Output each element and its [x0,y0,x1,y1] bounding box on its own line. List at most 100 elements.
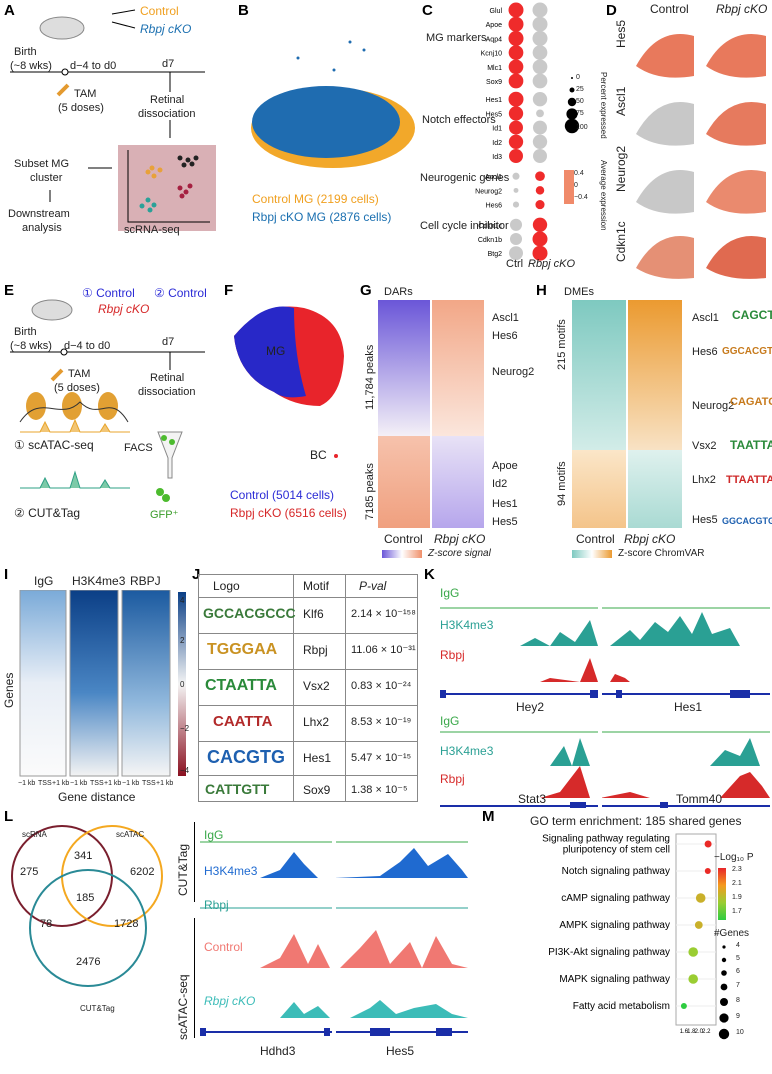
h-gene-hes5: Hes5 [692,514,718,526]
j-row-rule-3 [199,705,417,706]
pct-title: Percent expressed [599,72,608,139]
j-head-pval: P-val [359,579,387,593]
l-bracket-2 [194,918,195,1038]
blue-cloud [252,86,400,158]
j-logo-lhx2: CAATTA [213,713,273,730]
l-h3k4me3-track [200,848,468,878]
h-top-motifs: 215 motifs [556,319,568,370]
umap-scatter-f [234,306,344,458]
pct-legend-dot [566,108,578,120]
j-pval-vsx2: 0.83 × 10⁻²⁴ [351,680,412,692]
i-cbar-neg4: −4 [180,766,190,775]
e-scatac: ① scATAC-seq [14,438,94,452]
dotplot-gene-label: Aqp4 [486,36,502,43]
dotplot-dot [508,106,524,121]
go-dot [704,840,712,848]
pct-legend-dot [567,97,577,107]
l-label-control: Control [204,940,243,954]
pct-legend-dot [564,118,580,134]
j-logo-hes1: CACGTG [207,747,285,767]
i-xlabel: Gene distance [58,790,136,804]
dotplot-dot [532,134,548,149]
f-control-count: Control (5014 cells) [230,488,335,502]
go-term-label: PI3K-Akt signaling pathway [548,947,670,958]
i-heatmap-rbpj [121,590,171,777]
k-h3k4me3-track-top [440,612,770,646]
g-xlabel-control: Control [384,532,423,546]
go-xtick: 1.8 [687,1029,696,1035]
m-p-colorbar [718,868,726,920]
d-gene-neurog2: Neurog2 [614,145,628,192]
tam-window: d−4 to d0 [70,60,117,72]
dotplot-dot [508,73,524,89]
retinal-label: Retinal [150,94,185,106]
panel-label-m: M [482,808,495,825]
m-gene-9: 9 [736,1013,740,1020]
m-gene-10: 10 [736,1029,744,1036]
feature-grid [636,34,766,279]
group-mg-markers: MG markers [426,32,487,44]
dotplot-gene-label: Id3 [492,154,502,161]
k-gene-hey2: Hey2 [516,700,545,714]
g-gene-hes5: Hes5 [492,516,518,528]
cko-label: Rbpj cKO [140,22,192,36]
bc-label: BC [310,448,327,462]
j-logo-klf6: GCCACGCCC [203,605,296,621]
dotplot-dot [509,246,523,261]
j-head-logo: Logo [213,579,240,593]
dotplot-dot [513,187,519,193]
scrna-axes [127,150,210,223]
e-birth-age: (~8 wks) [10,340,52,352]
cuttag-signal [20,470,130,489]
j-pval-rbpj: 11.06 × 10⁻³¹ [351,644,416,656]
go-dot [695,893,706,903]
xlabel-ctrl: Ctrl [506,258,524,270]
g-left-bottom [378,436,430,528]
l-venn-scatac-label: scATAC [116,830,145,839]
dotplot-dot [512,172,520,180]
h-logo-lhx2: TTAATTA [726,474,772,486]
dotplot-gene-label: Hes1 [486,97,502,104]
j-motif-vsx2: Vsx2 [303,679,330,693]
i-xtick-3a: −1 kb [122,780,140,787]
m-p-17: 1.7 [732,908,742,915]
l-venn-rna-cut: 78 [40,918,53,930]
go-dot [688,974,698,984]
g-title: DARs [384,286,413,298]
h-gene-neurog2: Neurog2 [692,400,735,412]
i-xtick-2c: +1 kb [104,780,122,787]
h-title: DMEs [564,286,594,298]
dotplot-dot [508,16,524,32]
go-xtick: 2.2 [702,1029,711,1035]
h-right-bottom [628,450,682,528]
j-row-rule-5 [199,775,417,776]
dotplot-dot [508,2,524,18]
m-go-chart: Signaling pathway regulatingpluripotency… [542,833,717,1035]
l-venn [11,825,163,987]
dotplot-dot [532,73,548,89]
i-heatmap-igg [19,590,67,777]
dna-strand [19,401,129,423]
dotplot-dot [532,92,548,107]
panel-label-l: L [4,808,14,825]
go-dot [704,868,711,874]
dotplot-gene-label: Apoe [486,22,502,29]
h-bottom-motifs: 94 motifs [556,461,568,506]
dotplot-dot [535,200,545,210]
d-gene-hes5: Hes5 [614,19,628,48]
g-gene-hes6: Hes6 [492,330,518,342]
dotplot-c: Glul Apoe Aqp4 Kcnj10 Mlc1 Sox9 Hes1 Hes5 Id1 Id2… [475,2,580,261]
go-xtick: 2.0 [695,1029,704,1035]
h-left-bottom [572,450,626,528]
dotplot-gene-label: Neurog2 [475,188,502,195]
j-motif-lhx2: Lhx2 [303,715,330,729]
panel-a-schematic [10,9,216,231]
j-logo-sox9: CATTGTT [205,781,270,797]
e-dissociation: dissociation [138,386,196,398]
m-gene-7: 7 [736,982,740,989]
m-p-19: 1.9 [732,894,742,901]
panel-label-h: H [536,282,547,299]
dotplot-dot [509,149,523,163]
